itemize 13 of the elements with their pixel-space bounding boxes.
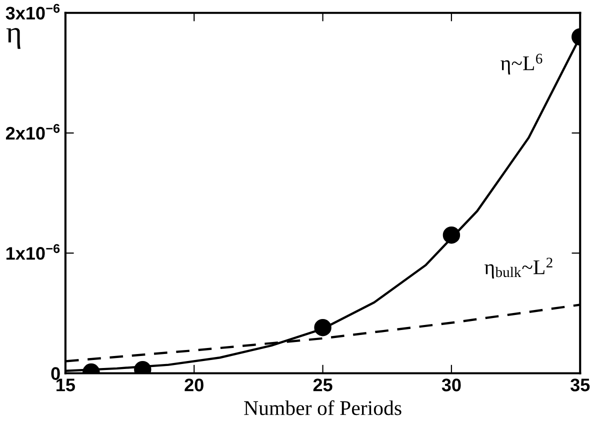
- y-tick-label: 1x10$^{−6}$: [6, 244, 60, 260]
- x-axis-title: Number of Periods: [244, 400, 402, 416]
- x-tick-label: 30: [442, 378, 461, 392]
- series-label: η$_{bulk}$~L$^{2}$: [484, 258, 552, 279]
- series-label: η~L$^{6}$: [500, 54, 542, 75]
- y-tick-label: 3x10$^{−6}$: [6, 4, 60, 20]
- x-tick-label: 25: [313, 378, 332, 392]
- y-axis-title: η: [6, 28, 20, 49]
- x-tick-label: 20: [184, 378, 204, 392]
- x-tick-label: 15: [56, 378, 75, 392]
- x-tick-label: 35: [570, 378, 590, 392]
- y-tick-label: 0: [51, 367, 60, 380]
- y-tick-label: 2x10$^{−6}$: [6, 124, 60, 140]
